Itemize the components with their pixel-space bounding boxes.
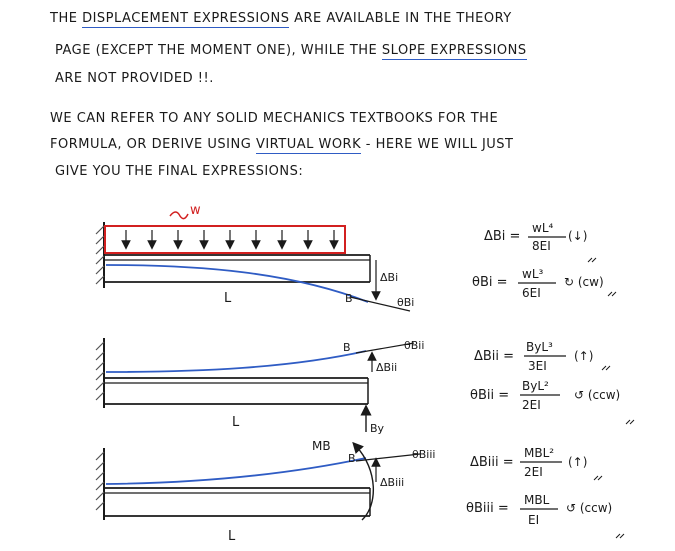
formula-theta-bi: θBi = wL³ 6EI ↻ (cw)	[472, 267, 617, 300]
intro-text: The	[50, 11, 83, 26]
intro-line-2: page (except the moment one), while the …	[55, 43, 527, 60]
diagram-end-moment: L B ΔBiii θBiii MB	[95, 439, 435, 544]
formula-numerator: ByL³	[526, 340, 553, 354]
span-label-2: L	[232, 415, 240, 430]
intro-text: We can refer to any solid mechanics text…	[50, 111, 499, 126]
formula-denominator: 8EI	[532, 239, 551, 253]
intro-line-3: are not provided !!.	[55, 72, 214, 85]
deflected-shape-2	[105, 350, 367, 373]
slope-label-3: θBiii	[412, 448, 435, 461]
slope-label-2: θBii	[404, 339, 424, 352]
formula-delta-biii: ΔBiii = MBL² 2EI (↑)	[470, 446, 603, 481]
fixed-support-1	[95, 222, 105, 288]
formula-denominator: EI	[528, 513, 539, 527]
beam-2	[104, 377, 369, 405]
span-label-1: L	[224, 291, 232, 306]
formula-denominator: 2EI	[524, 465, 543, 479]
fixed-support-3	[95, 448, 105, 520]
formula-lhs: ΔBi =	[484, 229, 520, 244]
deflection-label-1: ΔBi	[380, 271, 398, 284]
formula-lhs: ΔBiii =	[470, 455, 514, 470]
formula-lhs: θBiii =	[466, 501, 509, 516]
intro-text: are not provided !!.	[55, 71, 214, 86]
formula-lhs: θBi =	[472, 275, 508, 290]
formula-theta-biii: θBiii = MBL EI ↺ (ccw)	[466, 493, 625, 539]
intro-line-5: formula, or derive using virtual work - …	[50, 137, 514, 154]
formula-denominator: 2EI	[522, 398, 541, 412]
end-label-2: B	[343, 341, 351, 354]
formula-numerator: MBL	[524, 493, 550, 507]
tangent-line-2	[355, 342, 415, 354]
underlined-displacement-expressions: displacement expressions	[82, 11, 290, 28]
formula-theta-bii: θBii = ByL² 2EI ↺ (ccw)	[470, 379, 635, 425]
formula-numerator: wL³	[522, 267, 544, 281]
moment-label-mb: MB	[312, 439, 331, 453]
force-label-by: By	[370, 422, 385, 435]
formula-direction: ↺ (ccw)	[574, 388, 620, 402]
formula-lhs: θBii =	[470, 388, 509, 403]
beam-1	[104, 254, 371, 283]
fixed-support-2	[95, 338, 105, 408]
end-label-1: B	[345, 292, 353, 305]
formula-lhs: ΔBii =	[474, 349, 514, 364]
formula-direction: (↓)	[568, 229, 587, 243]
formula-direction: ↺ (ccw)	[566, 501, 612, 515]
formula-direction: (↑)	[574, 349, 593, 363]
formula-direction: ↻ (cw)	[564, 275, 604, 289]
deflection-label-3: ΔBiii	[380, 476, 404, 489]
underlined-slope-expressions: slope expressions	[381, 43, 527, 60]
deflected-shape-1	[105, 264, 369, 303]
formula-numerator: wL⁴	[532, 221, 554, 235]
intro-text: formula, or derive using	[50, 137, 256, 152]
formula-delta-bi: ΔBi = wL⁴ 8EI (↓)	[484, 221, 597, 263]
tangent-line-1	[349, 296, 411, 312]
intro-text: are available in the theory	[289, 11, 512, 26]
diagram-uniform-load: w L B ΔBi θBi	[95, 203, 414, 312]
end-label-3: B	[348, 452, 356, 465]
slope-label-1: θBi	[397, 296, 414, 309]
load-label: w	[190, 203, 201, 218]
intro-line-4: We can refer to any solid mechanics text…	[50, 112, 498, 125]
formula-numerator: ByL²	[522, 379, 549, 393]
intro-line-1: The displacement expressions are availab…	[50, 11, 512, 28]
formula-numerator: MBL²	[524, 446, 554, 460]
formula-denominator: 3EI	[528, 359, 547, 373]
intro-text: - here we will just	[361, 137, 514, 152]
intro-text: give you the final expressions:	[55, 164, 304, 179]
formula-delta-bii: ΔBii = ByL³ 3EI (↑)	[474, 340, 611, 373]
formula-denominator: 6EI	[522, 286, 541, 300]
deflected-shape-3	[105, 457, 367, 485]
distributed-load: w	[104, 203, 346, 254]
beam-3	[104, 487, 371, 517]
underlined-virtual-work: virtual work	[255, 137, 362, 154]
formula-direction: (↑)	[568, 455, 587, 469]
moment-arrow-mb	[352, 441, 374, 521]
intro-line-6: give you the final expressions:	[55, 165, 303, 178]
span-label-3: L	[228, 529, 236, 544]
intro-text: page (except the moment one), while the	[55, 43, 382, 58]
diagram-point-force: L B ΔBii θBii By	[95, 338, 424, 435]
deflection-label-2: ΔBii	[376, 361, 397, 374]
